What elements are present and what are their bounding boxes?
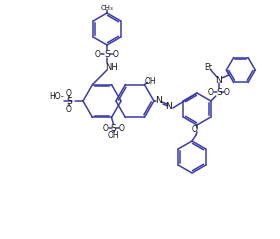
Text: HO-: HO- [50,92,64,101]
Text: CH₃: CH₃ [101,5,113,11]
Text: N: N [216,76,222,85]
Text: O: O [192,125,198,135]
Text: OH: OH [108,131,119,140]
Text: O: O [118,124,124,133]
Text: O: O [95,49,101,59]
Text: S: S [66,97,72,105]
Text: O: O [224,87,230,97]
Text: O: O [102,124,108,133]
Text: OH: OH [144,77,156,86]
Text: O: O [113,49,119,59]
Text: N: N [155,96,162,104]
Text: S: S [216,87,222,97]
Text: N: N [165,102,172,110]
Text: S: S [111,124,116,133]
Text: O: O [208,87,214,97]
Text: Et: Et [204,63,212,71]
Text: O: O [66,88,72,98]
Text: O: O [66,104,72,114]
Text: S: S [104,49,110,59]
Text: NH: NH [105,63,117,71]
